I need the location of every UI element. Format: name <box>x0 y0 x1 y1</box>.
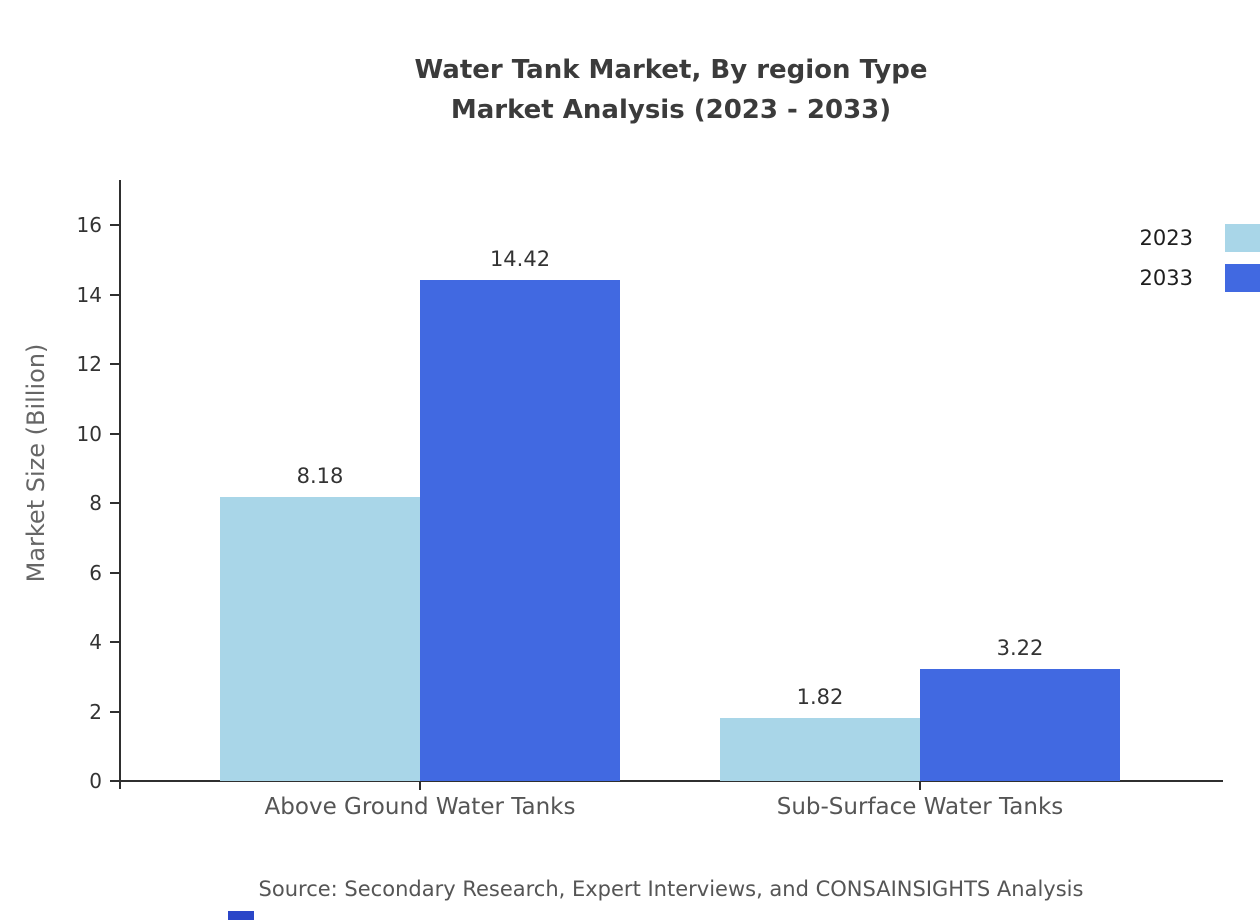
bar-2033 <box>420 280 620 781</box>
bottom-watermark-fragment <box>228 911 254 920</box>
plot-area: 0 2 4 6 8 10 12 14 16 Above Ground Water Tanks 8.1… <box>77 180 1222 820</box>
bar-value-label: 1.82 <box>796 684 844 709</box>
bar-2023 <box>220 496 420 781</box>
legend-swatch <box>1225 224 1260 252</box>
y-axis-tick-label: 2 <box>89 699 102 724</box>
y-axis-label: Market Size (Billion) <box>22 343 50 583</box>
y-axis-tick <box>110 432 120 435</box>
source-note: Source: Secondary Research, Expert Inter… <box>258 877 1084 901</box>
y-axis-tick-label: 4 <box>89 630 102 655</box>
x-axis-tick <box>919 781 921 790</box>
y-axis-tick-label: 16 <box>76 213 102 238</box>
y-axis-tick-label: 14 <box>76 282 102 307</box>
bar-value-label: 14.42 <box>489 247 551 272</box>
y-axis-tick <box>110 224 120 227</box>
y-axis-tick <box>110 502 120 505</box>
chart-title-line1: Water Tank Market, By region Type <box>414 55 928 85</box>
chart-title-line2: Market Analysis (2023 - 2033) <box>450 95 892 125</box>
legend-item-2033: 2033 <box>1140 258 1260 298</box>
bar-2033 <box>920 669 1120 781</box>
category-label: Above Ground Water Tanks <box>264 794 576 820</box>
y-axis-tick <box>110 641 120 644</box>
y-axis-tick <box>110 710 120 713</box>
chart-title: Water Tank Market, By region Type Market… <box>120 50 1222 130</box>
y-axis-line <box>119 180 121 789</box>
y-axis-tick-label: 0 <box>89 769 102 793</box>
legend-swatch <box>1225 264 1260 292</box>
bar-value-label: 8.18 <box>296 463 344 488</box>
x-axis-tick <box>419 781 421 790</box>
bar-value-label: 3.22 <box>996 636 1044 661</box>
legend-label: 2033 <box>1139 266 1193 290</box>
y-axis-tick-label: 8 <box>89 491 102 516</box>
legend: 2023 2033 <box>1140 218 1260 298</box>
y-axis-tick-label: 10 <box>76 421 102 446</box>
y-axis-tick <box>110 780 120 782</box>
y-axis-tick <box>110 571 120 574</box>
legend-label: 2023 <box>1139 226 1193 250</box>
y-axis-tick-label: 12 <box>76 352 102 377</box>
category-label: Sub-Surface Water Tanks <box>776 794 1064 820</box>
x-axis-line <box>119 780 1223 782</box>
legend-item-2023: 2023 <box>1140 218 1260 258</box>
y-axis-tick <box>110 293 120 296</box>
bar-2023 <box>720 717 920 781</box>
y-axis-tick-label: 6 <box>89 560 102 585</box>
y-axis-tick <box>110 363 120 366</box>
